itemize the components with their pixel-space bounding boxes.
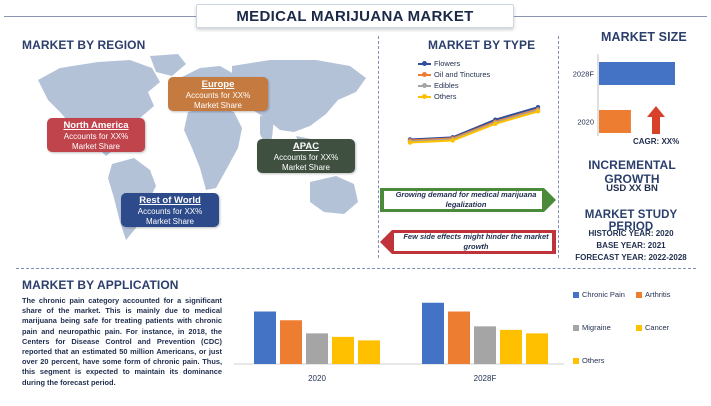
incremental-header: INCREMENTAL GROWTH [588, 158, 676, 186]
legend-label: Arthritis [645, 290, 671, 299]
line-point [407, 140, 413, 145]
bar-legend-others: Others [573, 356, 605, 365]
region-box-north-america: North America Accounts for XX% Market Sh… [47, 118, 145, 152]
app-bar [306, 333, 328, 364]
legend-item-others: Others [418, 91, 490, 102]
legend-label: Flowers [434, 59, 461, 68]
legend-swatch [573, 291, 579, 298]
legend-item-edibles: Edibles [418, 80, 490, 91]
app-bar [448, 311, 470, 364]
driver-text: Growing demand for medical marijuana leg… [395, 190, 537, 209]
app-tick-label: 2028F [474, 374, 497, 383]
app-bar [526, 333, 548, 364]
line-series-1 [409, 108, 539, 142]
type-legend: Flowers Oil and Tinctures Edibles Others [418, 58, 490, 102]
map-india [260, 116, 274, 146]
app-bar [332, 336, 354, 364]
line-point [450, 138, 455, 143]
size-bar [599, 62, 675, 85]
legend-label: Oil and Tinctures [434, 70, 491, 79]
legend-label: Others [582, 356, 605, 365]
line-series-0 [409, 106, 539, 141]
title-rule-right [514, 16, 707, 17]
bar-legend-chronic-pain: Chronic Pain [573, 290, 625, 299]
app-bar [474, 326, 496, 364]
legend-label: Cancer [645, 323, 670, 332]
application-bar-chart: 2020 2028F [234, 302, 564, 383]
region-name: North America [63, 120, 129, 131]
bar-legend-arthritis: Arthritis [636, 290, 670, 299]
line-series-3 [409, 110, 539, 144]
region-share-label: Market Share [71, 142, 121, 151]
app-bar [358, 340, 380, 364]
region-name: Europe [201, 79, 235, 90]
incremental-value: USD XX BN [606, 183, 658, 194]
legend-item-oil: Oil and Tinctures [418, 69, 490, 80]
app-bar [500, 329, 522, 364]
legend-marker [418, 71, 431, 77]
bar-legend-cancer: Cancer [636, 323, 669, 332]
map-north-america [38, 60, 160, 156]
legend-label: Edibles [434, 81, 459, 90]
app-tick-label: 2020 [308, 374, 326, 383]
legend-label: Chronic Pain [582, 290, 625, 299]
application-description: The chronic pain category accounted for … [22, 296, 222, 387]
line-point [535, 109, 541, 114]
cagr-label: CAGR: XX% [633, 137, 680, 146]
legend-swatch [573, 357, 579, 364]
region-share-label: Market Share [145, 217, 195, 226]
type-header: MARKET BY TYPE [428, 38, 536, 52]
legend-marker [418, 60, 431, 66]
region-box-rest-of-world: Rest of World Accounts for XX% Market Sh… [121, 193, 219, 227]
legend-marker [418, 93, 431, 99]
divider-horizontal [16, 268, 696, 269]
map-greenland [150, 54, 186, 76]
type-line-chart [407, 105, 541, 145]
map-australia [310, 176, 358, 214]
line-point [493, 121, 498, 127]
legend-label: Others [434, 92, 457, 101]
forecast-year: FORECAST YEAR: 2022-2028 [575, 253, 687, 262]
region-share: Accounts for XX% [137, 207, 203, 216]
driver-arrow [380, 188, 556, 212]
legend-swatch [636, 291, 642, 298]
legend-swatch [573, 324, 579, 331]
app-bar [280, 320, 302, 364]
market-size-chart: 2028F 2020 [573, 54, 675, 136]
restraint-text: Few side effects might hinder the market… [403, 232, 549, 251]
size-tick-label: 2028F [573, 70, 595, 79]
page-title: MEDICAL MARIJUANA MARKET [196, 4, 514, 28]
region-share: Accounts for XX% [63, 132, 129, 141]
legend-item-flowers: Flowers [418, 58, 490, 69]
region-share-label: Market Share [193, 101, 243, 110]
size-bar [599, 110, 631, 133]
legend-label: Migraine [582, 323, 611, 332]
region-share-label: Market Share [281, 163, 331, 172]
restraint-arrow [380, 230, 556, 254]
growth-arrow-icon [647, 106, 665, 134]
region-header: MARKET BY REGION [22, 38, 146, 52]
line-series-2 [409, 109, 539, 143]
divider-region-type [378, 36, 379, 258]
map-africa [184, 106, 242, 190]
region-share: Accounts for XX% [273, 153, 339, 162]
region-share: Accounts for XX% [185, 91, 251, 100]
size-tick-label: 2020 [577, 118, 594, 127]
region-name: APAC [292, 141, 320, 152]
legend-swatch [636, 324, 642, 331]
app-bar [422, 302, 444, 364]
application-header: MARKET BY APPLICATION [22, 278, 179, 292]
title-rule-left [4, 16, 196, 17]
region-box-apac: APAC Accounts for XX% Market Share [257, 139, 355, 173]
app-bar [254, 311, 276, 364]
divider-type-size [558, 36, 559, 258]
region-box-europe: Europe Accounts for XX% Market Share [168, 77, 268, 111]
region-name: Rest of World [139, 195, 201, 206]
size-header: MARKET SIZE [601, 30, 687, 44]
legend-marker [418, 82, 431, 88]
period-header: MARKET STUDY PERIOD [584, 209, 678, 233]
bar-legend-migraine: Migraine [573, 323, 611, 332]
historic-year: HISTORIC YEAR: 2020 [588, 229, 674, 238]
base-year: BASE YEAR: 2021 [596, 241, 666, 250]
